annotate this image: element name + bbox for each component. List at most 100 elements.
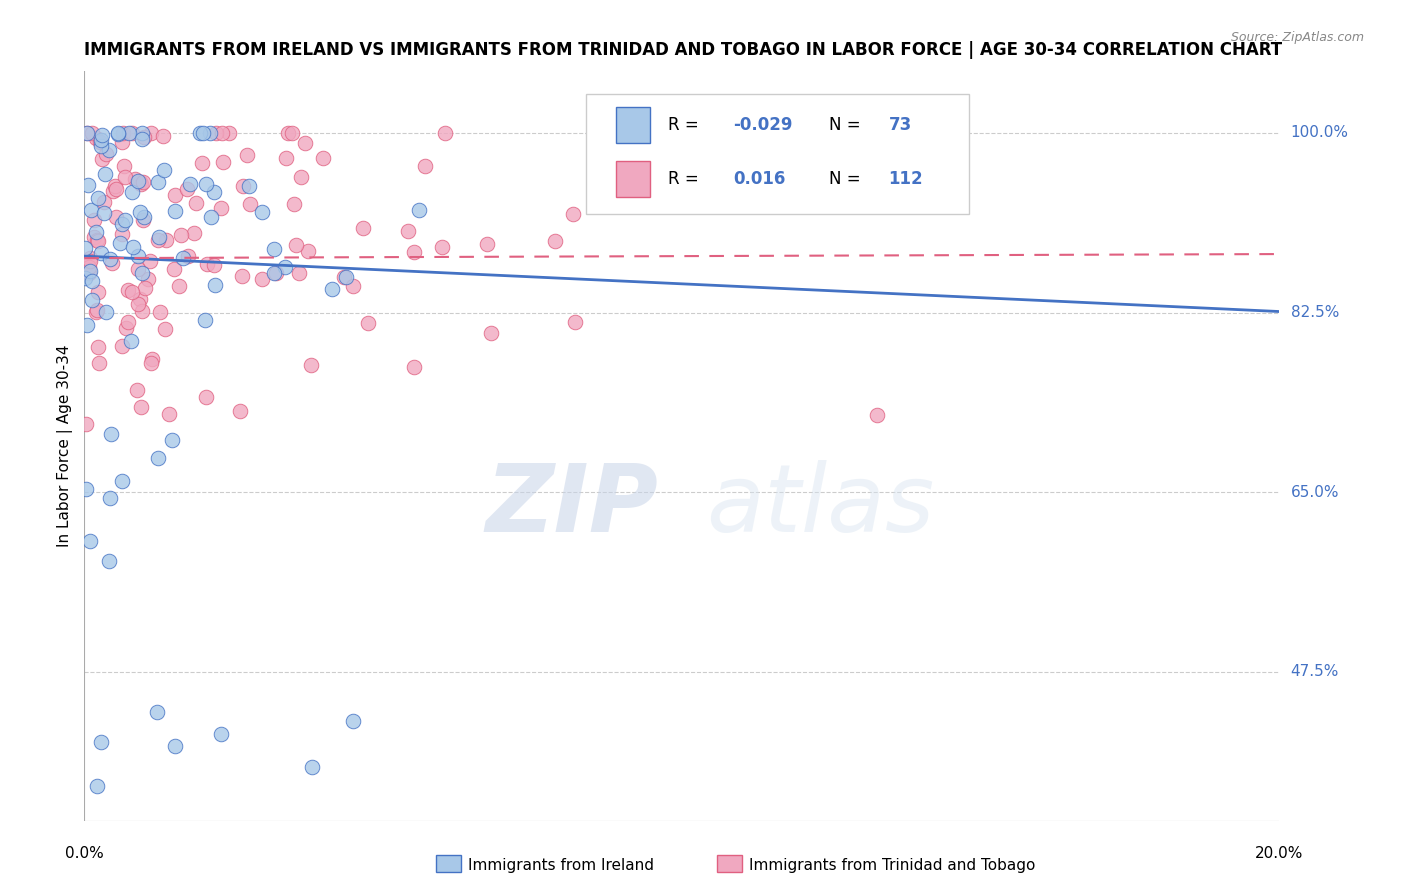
Point: [195, 390, 218, 404]
Point: [155, 233, 177, 247]
Point: [357, 316, 380, 330]
Point: [105, 211, 128, 225]
Point: [413, 159, 436, 173]
Point: [90, 246, 112, 260]
Point: [146, 705, 169, 719]
FancyBboxPatch shape: [586, 94, 969, 214]
Point: [404, 245, 426, 260]
Point: [75, 482, 97, 496]
Point: [127, 297, 149, 311]
Point: [277, 126, 299, 140]
Point: [153, 162, 176, 177]
Point: [167, 278, 190, 293]
Point: [479, 326, 502, 340]
Point: [129, 177, 152, 191]
Point: [139, 356, 162, 370]
Point: [211, 154, 233, 169]
Point: [120, 334, 142, 348]
Point: [191, 156, 214, 170]
Point: [184, 196, 207, 211]
Point: [131, 304, 153, 318]
Point: [100, 427, 122, 442]
Point: [288, 266, 311, 280]
Point: [111, 126, 134, 140]
Text: Source: ZipAtlas.com: Source: ZipAtlas.com: [1230, 31, 1364, 45]
Point: [290, 170, 312, 185]
Point: [138, 254, 160, 268]
Point: [86, 191, 108, 205]
Text: 112: 112: [889, 170, 924, 188]
Point: [79, 263, 101, 277]
Point: [111, 227, 134, 241]
Point: [76, 126, 98, 140]
Point: [301, 760, 323, 774]
Point: [110, 339, 132, 353]
Point: [87, 285, 110, 300]
Point: [131, 266, 153, 280]
Point: [274, 151, 297, 165]
Point: [83, 212, 105, 227]
Point: [169, 227, 191, 242]
Point: [131, 401, 153, 415]
Point: [121, 285, 143, 300]
Point: [84, 130, 107, 145]
Point: [564, 315, 586, 329]
Point: [90, 133, 112, 147]
Point: [121, 186, 143, 200]
Point: [84, 305, 107, 319]
Point: [94, 167, 117, 181]
Point: [122, 239, 145, 253]
Point: [299, 358, 322, 372]
Point: [77, 266, 100, 280]
Text: 65.0%: 65.0%: [1291, 484, 1339, 500]
Point: [165, 188, 187, 202]
Point: [312, 151, 335, 165]
Point: [127, 249, 149, 263]
Point: [297, 244, 319, 258]
Text: R =: R =: [668, 170, 703, 188]
Point: [117, 315, 139, 329]
Point: [177, 249, 200, 263]
Point: [118, 126, 141, 140]
Point: [131, 132, 153, 146]
Point: [250, 271, 273, 285]
Text: R =: R =: [668, 116, 703, 134]
Y-axis label: In Labor Force | Age 30-34: In Labor Force | Age 30-34: [58, 344, 73, 548]
Point: [281, 126, 304, 140]
Point: [128, 175, 150, 189]
Point: [128, 292, 150, 306]
Text: 20.0%: 20.0%: [1256, 846, 1303, 861]
Point: [86, 340, 108, 354]
Point: [148, 230, 170, 244]
Point: [191, 126, 214, 140]
Point: [90, 735, 112, 749]
Point: [165, 739, 187, 753]
Point: [76, 178, 98, 192]
Point: [183, 226, 205, 240]
Point: [107, 126, 129, 140]
Point: [111, 135, 134, 149]
Point: [211, 126, 233, 140]
Point: [544, 234, 567, 248]
Point: [134, 210, 156, 224]
Point: [125, 383, 148, 397]
Point: [202, 186, 225, 200]
Point: [352, 220, 374, 235]
Point: [90, 138, 112, 153]
Point: [73, 270, 96, 285]
Point: [132, 174, 155, 188]
Point: [146, 451, 169, 466]
Point: [232, 178, 254, 193]
Point: [107, 128, 129, 142]
Text: 82.5%: 82.5%: [1291, 305, 1339, 320]
Point: [136, 271, 159, 285]
Point: [87, 234, 110, 248]
Point: [96, 305, 118, 319]
Point: [127, 174, 149, 188]
Point: [134, 281, 156, 295]
Point: [321, 282, 343, 296]
Text: 47.5%: 47.5%: [1291, 665, 1339, 680]
Point: [131, 126, 153, 140]
Point: [342, 714, 364, 728]
Point: [141, 352, 163, 367]
